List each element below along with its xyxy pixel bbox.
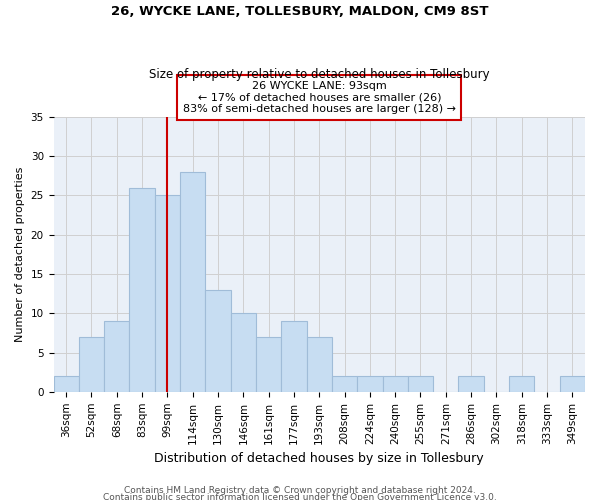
Bar [408,376,433,392]
Bar [130,188,155,392]
Text: 26, WYCKE LANE, TOLLESBURY, MALDON, CM9 8ST: 26, WYCKE LANE, TOLLESBURY, MALDON, CM9 … [111,5,489,18]
Bar [281,321,307,392]
Text: Contains public sector information licensed under the Open Government Licence v3: Contains public sector information licen… [103,494,497,500]
X-axis label: Distribution of detached houses by size in Tollesbury: Distribution of detached houses by size … [154,452,484,465]
Title: Size of property relative to detached houses in Tollesbury: Size of property relative to detached ho… [149,68,490,81]
Bar [53,376,79,392]
Bar [155,196,180,392]
Text: Contains HM Land Registry data © Crown copyright and database right 2024.: Contains HM Land Registry data © Crown c… [124,486,476,495]
Bar [205,290,230,392]
Text: 26 WYCKE LANE: 93sqm
← 17% of detached houses are smaller (26)
83% of semi-detac: 26 WYCKE LANE: 93sqm ← 17% of detached h… [183,81,456,114]
Bar [357,376,383,392]
Bar [256,337,281,392]
Bar [383,376,408,392]
Bar [509,376,535,392]
Y-axis label: Number of detached properties: Number of detached properties [15,166,25,342]
Bar [307,337,332,392]
Bar [230,314,256,392]
Bar [560,376,585,392]
Bar [332,376,357,392]
Bar [79,337,104,392]
Bar [104,321,130,392]
Bar [458,376,484,392]
Bar [180,172,205,392]
